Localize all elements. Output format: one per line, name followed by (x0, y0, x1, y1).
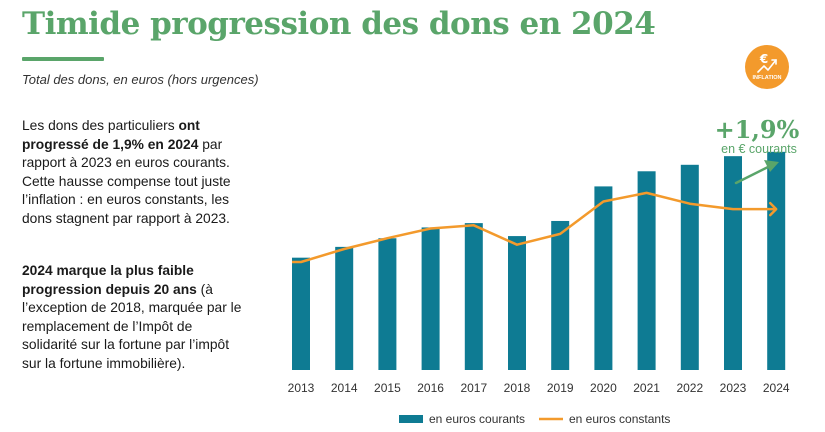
growth-value: +1,9% (715, 115, 800, 144)
bar-2014 (335, 246, 354, 370)
legend-label-line: en euros constants (569, 412, 670, 426)
desc-1-part-2: ont progressé de 1,9% en 2024 (22, 118, 200, 152)
inflation-label: INFLATION (753, 75, 782, 81)
desc-1-part-1: Les dons des particuliers (22, 118, 179, 133)
growth-label: en € courants (721, 142, 797, 156)
euro-symbol: € (759, 52, 768, 66)
x-tick-2014: 2014 (331, 381, 358, 395)
x-tick-2024: 2024 (763, 381, 790, 395)
bar-2023 (724, 156, 742, 370)
legend: en euros courants en euros constants (399, 412, 670, 426)
legend-swatch-bars (399, 415, 423, 423)
x-tick-2023: 2023 (720, 381, 747, 395)
x-tick-2020: 2020 (590, 381, 617, 395)
bar-2021 (637, 171, 656, 370)
trend-up-icon (757, 59, 777, 73)
desc-2-part-2: (à l’exception de 2018, marquée par le r… (22, 281, 242, 371)
x-tick-2015: 2015 (374, 381, 401, 395)
desc-2-part-1: 2024 marque la plus faible progression d… (22, 263, 197, 297)
bar-2020 (594, 186, 613, 370)
x-tick-2018: 2018 (504, 381, 531, 395)
x-tick-2019: 2019 (547, 381, 574, 395)
legend-label-bars: en euros courants (429, 412, 525, 426)
x-tick-2017: 2017 (460, 381, 487, 395)
x-tick-2022: 2022 (676, 381, 703, 395)
x-tick-2016: 2016 (417, 381, 444, 395)
description-paragraph-1: Les dons des particuliers ont progressé … (22, 117, 250, 229)
bar-2024 (767, 151, 786, 370)
bar-2022 (680, 164, 699, 370)
x-tick-2021: 2021 (633, 381, 660, 395)
bar-2017 (464, 223, 483, 370)
bar-2018 (508, 236, 526, 370)
page-title: Timide progression des dons en 2024 (22, 6, 656, 42)
bar-2016 (421, 227, 440, 370)
chart-subtitle: Total des dons, en euros (hors urgences) (22, 72, 259, 87)
desc-1-part-3: par rapport à 2023 en euros courants. Ce… (22, 136, 231, 226)
bar-2019 (551, 220, 570, 370)
growth-arrow-icon (734, 160, 779, 185)
title-underline (22, 57, 104, 61)
inflation-badge: € INFLATION (745, 45, 789, 89)
x-tick-2013: 2013 (288, 381, 315, 395)
line-arrow-head-icon (768, 201, 778, 217)
bar-2013 (292, 257, 310, 370)
line-constant-euros (292, 191, 777, 264)
bar-2015 (378, 238, 397, 370)
description-paragraph-2: 2024 marque la plus faible progression d… (22, 262, 250, 374)
